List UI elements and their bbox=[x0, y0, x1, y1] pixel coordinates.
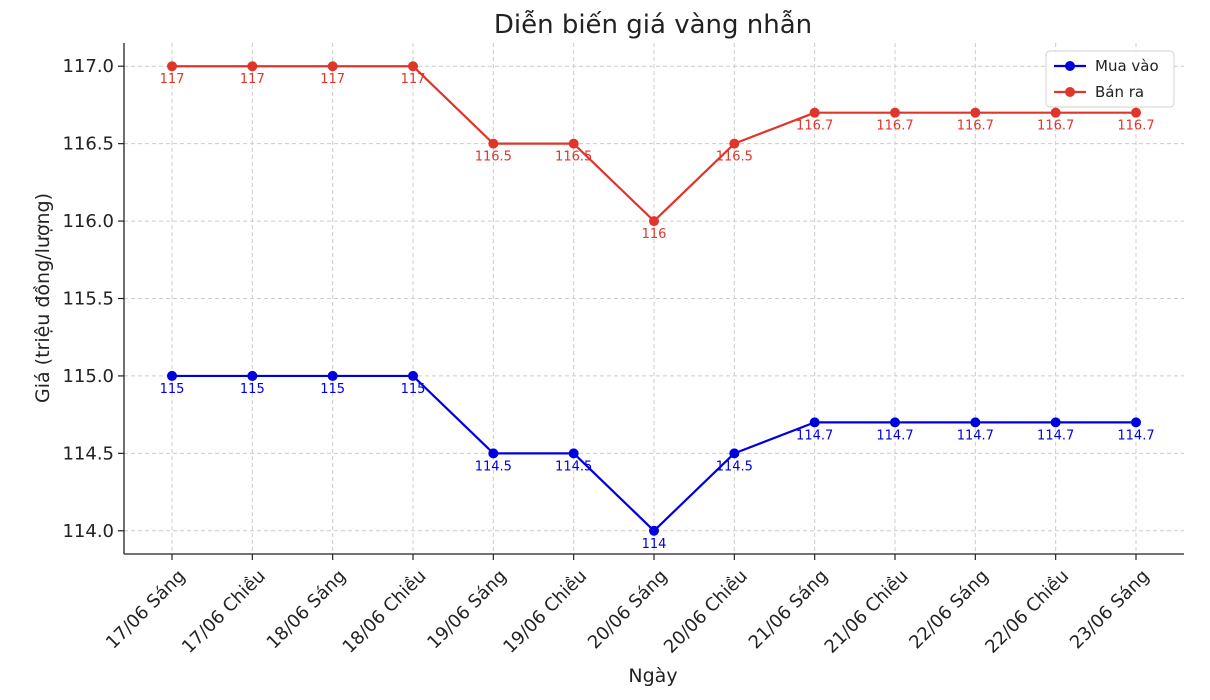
data-label: 114.7 bbox=[1117, 428, 1154, 443]
data-point bbox=[1131, 107, 1141, 118]
data-point bbox=[568, 448, 579, 459]
data-label: 114.5 bbox=[716, 459, 753, 474]
y-tick-label: 116.5 bbox=[62, 134, 114, 155]
data-label: 116 bbox=[642, 227, 667, 242]
data-label: 114.7 bbox=[1037, 428, 1074, 443]
data-point bbox=[649, 525, 659, 536]
data-label: 114.7 bbox=[876, 428, 913, 443]
y-tick-label: 114.5 bbox=[62, 443, 114, 464]
data-label: 116.7 bbox=[796, 119, 833, 134]
data-label: 114.7 bbox=[957, 428, 994, 443]
data-label: 116.7 bbox=[957, 119, 994, 134]
legend-marker bbox=[1065, 87, 1075, 97]
data-label: 116.7 bbox=[1117, 119, 1154, 134]
data-point bbox=[729, 448, 740, 459]
x-tick-label: 22/06 Sáng bbox=[905, 566, 993, 654]
x-tick-label: 20/06 Chiều bbox=[660, 566, 752, 658]
grid-layer bbox=[124, 43, 1184, 554]
x-tick-label: 19/06 Chiều bbox=[499, 566, 591, 658]
x-tick-label: 21/06 Chiều bbox=[821, 566, 913, 658]
y-tick-label: 116.0 bbox=[62, 211, 114, 232]
data-label: 116.7 bbox=[876, 119, 913, 134]
data-label: 116.5 bbox=[555, 150, 592, 165]
series-layer bbox=[167, 61, 1141, 536]
data-point bbox=[1050, 417, 1061, 428]
data-point bbox=[488, 138, 499, 149]
data-label: 117 bbox=[401, 72, 426, 87]
x-axis-label: Ngày bbox=[628, 665, 677, 687]
data-label: 116.5 bbox=[716, 150, 753, 165]
data-point bbox=[890, 417, 900, 428]
x-tick-label: 17/06 Sáng bbox=[102, 566, 190, 654]
data-point bbox=[167, 370, 177, 381]
legend-entry: Bán ra bbox=[1095, 83, 1144, 101]
x-tick-label: 21/06 Sáng bbox=[745, 566, 833, 654]
data-label: 116.5 bbox=[475, 150, 512, 165]
data-label: 117 bbox=[240, 72, 265, 87]
data-point bbox=[970, 107, 981, 118]
data-point bbox=[327, 61, 338, 72]
x-tick-label: 23/06 Sáng bbox=[1066, 566, 1154, 654]
data-label: 117 bbox=[320, 72, 345, 87]
data-label: 115 bbox=[160, 382, 185, 397]
data-point bbox=[408, 370, 418, 381]
data-label: 117 bbox=[160, 72, 185, 87]
x-tick-label: 20/06 Sáng bbox=[584, 566, 672, 654]
data-point bbox=[327, 370, 338, 381]
data-point bbox=[809, 417, 820, 428]
x-tick-label: 19/06 Sáng bbox=[423, 566, 511, 654]
y-tick-label: 114.0 bbox=[62, 521, 114, 542]
legend-marker bbox=[1065, 61, 1075, 71]
axes-layer: 114.0 114.5 115.0 115.5 116.0 116.5 117.0 17/06… bbox=[62, 43, 1184, 658]
data-point bbox=[488, 448, 499, 459]
data-point bbox=[247, 61, 258, 72]
legend: Mua vào Bán ra bbox=[1045, 50, 1175, 108]
data-point bbox=[809, 107, 820, 118]
data-point bbox=[247, 370, 258, 381]
y-axis-label: Giá (triệu đồng/lượng) bbox=[32, 193, 54, 403]
legend-entry: Mua vào bbox=[1095, 57, 1159, 75]
x-tick-label: 17/06 Chiều bbox=[178, 566, 270, 658]
data-label: 114.5 bbox=[555, 459, 592, 474]
data-point bbox=[1131, 417, 1141, 428]
data-label: 114.5 bbox=[475, 459, 512, 474]
data-label: 115 bbox=[401, 382, 426, 397]
y-tick-label: 115.0 bbox=[62, 366, 114, 387]
x-tick-label: 18/06 Chiều bbox=[339, 566, 431, 658]
data-label: 115 bbox=[240, 382, 265, 397]
x-tick-label: 22/06 Chiều bbox=[981, 566, 1073, 658]
data-labels-layer: 115 115 115 115 114.5 114.5 114 114.5 114.7 114.7… bbox=[160, 72, 1155, 552]
data-point bbox=[167, 61, 177, 72]
data-point bbox=[408, 61, 418, 72]
y-tick-label: 117.0 bbox=[62, 56, 114, 77]
data-point bbox=[729, 138, 740, 149]
chart-title: Diễn biến giá vàng nhẫn bbox=[494, 9, 812, 40]
data-point bbox=[1050, 107, 1061, 118]
x-tick-label: 18/06 Sáng bbox=[263, 566, 351, 654]
data-point bbox=[890, 107, 900, 118]
data-point bbox=[568, 138, 579, 149]
data-point bbox=[649, 216, 659, 227]
data-label: 114.7 bbox=[796, 428, 833, 443]
data-label: 115 bbox=[320, 382, 345, 397]
data-point bbox=[970, 417, 981, 428]
y-tick-label: 115.5 bbox=[62, 289, 114, 310]
data-label: 114 bbox=[642, 537, 667, 552]
data-label: 116.7 bbox=[1037, 119, 1074, 134]
